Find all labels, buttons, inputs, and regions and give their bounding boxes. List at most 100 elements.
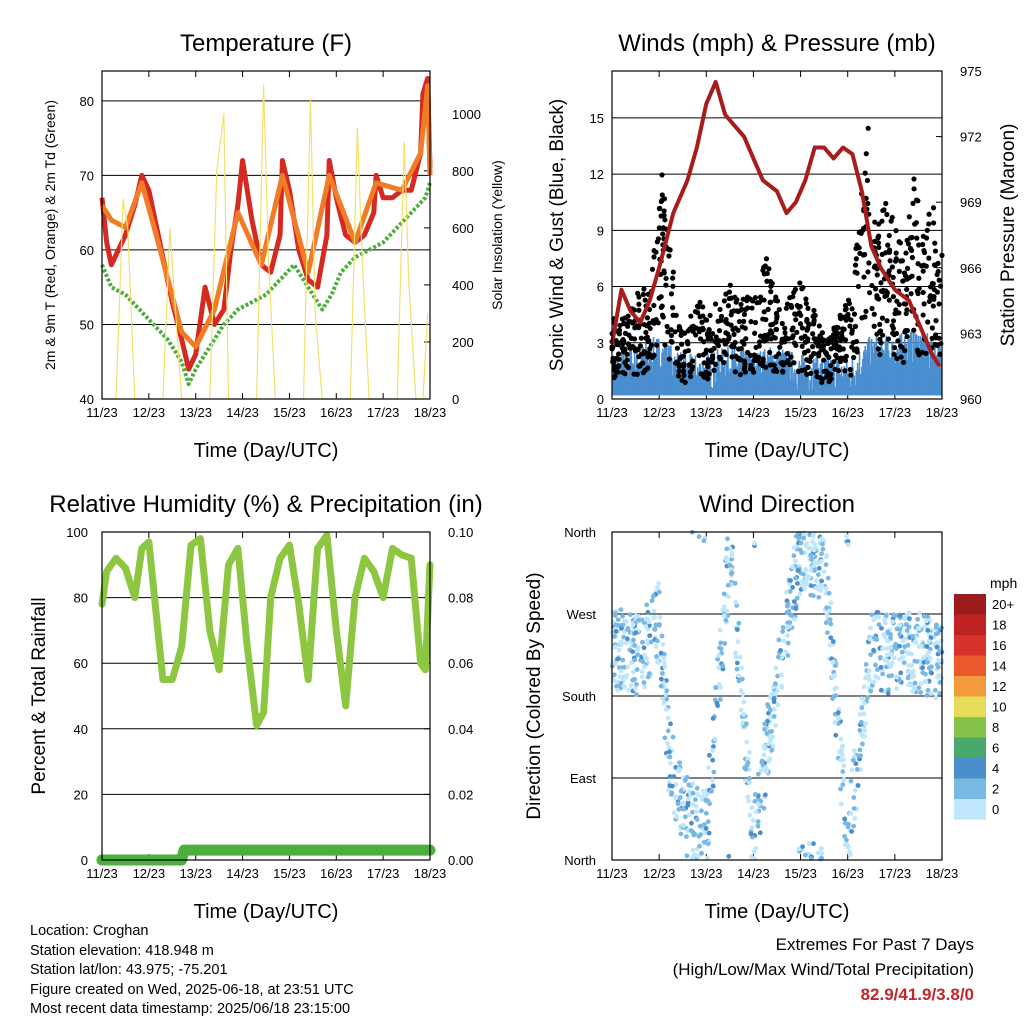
direction-point	[665, 741, 670, 746]
gust-point	[766, 266, 772, 272]
gust-point	[865, 269, 871, 275]
direction-point	[888, 635, 893, 641]
gust-point	[797, 280, 803, 286]
direction-point	[820, 541, 825, 547]
gust-point	[651, 254, 657, 260]
gust-point	[784, 351, 790, 357]
direction-point	[755, 819, 761, 825]
direction-point	[773, 665, 779, 671]
direction-point	[669, 790, 675, 796]
y-tick-label: 100	[66, 525, 88, 540]
gust-point	[764, 278, 770, 284]
direction-point	[630, 649, 635, 655]
direction-point	[632, 643, 638, 648]
gust-point	[673, 312, 679, 318]
direction-point	[747, 780, 752, 786]
gust-point	[725, 331, 731, 337]
direction-point	[709, 788, 714, 794]
chart-title: Relative Humidity (%) & Precipitation (i…	[49, 491, 482, 518]
direction-point	[845, 824, 851, 830]
direction-point	[673, 781, 679, 787]
direction-point	[736, 620, 742, 626]
gust-point	[685, 341, 691, 347]
direction-point	[687, 812, 692, 818]
gust-point	[696, 352, 702, 359]
extremes-heading: Extremes For Past 7 Days	[775, 935, 974, 954]
direction-point	[617, 674, 623, 680]
direction-point	[808, 568, 814, 573]
y-right-axis-label: Solar Insolation (Yellow)	[489, 160, 505, 310]
gust-point	[670, 269, 676, 275]
y-tick-label: 20	[74, 787, 88, 802]
direction-point	[842, 833, 848, 839]
gust-point	[892, 258, 899, 264]
direction-point	[808, 552, 814, 558]
direction-point	[838, 786, 844, 792]
direction-point	[803, 568, 808, 573]
gust-point	[752, 294, 759, 301]
direction-point	[701, 839, 707, 845]
series-direction	[610, 529, 945, 862]
gust-point	[831, 359, 837, 365]
direction-point	[665, 728, 671, 734]
gust-point	[904, 333, 910, 340]
legend-swatch	[954, 594, 986, 615]
gust-point	[709, 330, 716, 337]
gust-point	[658, 198, 664, 205]
legend-swatch	[954, 717, 986, 738]
direction-point	[640, 639, 645, 645]
x-tick-label: 14/23	[226, 405, 259, 420]
direction-point	[936, 657, 941, 663]
latlon-text: Station lat/lon: 43.975; -75.201	[30, 962, 228, 978]
gust-point	[738, 301, 744, 308]
gust-point	[783, 335, 789, 341]
direction-point	[910, 634, 915, 639]
direction-point	[804, 581, 810, 587]
direction-point	[813, 578, 819, 584]
gust-point	[890, 318, 897, 324]
gust-point	[779, 320, 785, 327]
direction-point	[937, 648, 942, 654]
gust-point	[651, 302, 657, 309]
y-tick-label: 80	[74, 591, 88, 606]
direction-point	[884, 646, 890, 651]
y-tick-label: West	[567, 607, 597, 622]
gust-point	[866, 290, 873, 296]
direction-point	[710, 783, 716, 789]
gust-point	[718, 313, 725, 320]
direction-point	[819, 578, 824, 584]
direction-point	[828, 621, 834, 627]
direction-point	[657, 621, 662, 627]
gust-point	[875, 346, 881, 352]
legend-label: 8	[992, 720, 999, 735]
direction-point	[667, 749, 672, 755]
speed-legend: mph 20+ 18 16 14 12 10 8 6 4 2 0	[954, 575, 1017, 820]
direction-point	[641, 680, 647, 685]
direction-point	[811, 547, 817, 553]
direction-point	[733, 654, 739, 660]
gust-point	[659, 172, 665, 178]
direction-point	[763, 765, 769, 771]
gust-point	[869, 305, 875, 312]
direction-point	[810, 533, 816, 539]
direction-point	[766, 741, 771, 747]
gust-point	[815, 343, 821, 349]
x-tick-label: 11/23	[596, 866, 628, 881]
gust-point	[670, 283, 676, 289]
gust-point	[817, 333, 823, 339]
direction-point	[722, 641, 728, 646]
direction-point	[806, 841, 812, 847]
direction-point	[762, 746, 768, 751]
gust-point	[709, 353, 716, 359]
direction-point	[647, 671, 652, 676]
direction-point	[792, 616, 798, 622]
y-right-tick-label: 0.04	[448, 722, 473, 737]
direction-point	[840, 782, 846, 788]
direction-point	[928, 635, 934, 641]
gust-point	[842, 357, 849, 364]
direction-point	[802, 586, 807, 591]
direction-point	[924, 644, 930, 649]
gust-point	[834, 355, 841, 361]
direction-point	[785, 633, 790, 638]
gust-point	[935, 260, 941, 266]
